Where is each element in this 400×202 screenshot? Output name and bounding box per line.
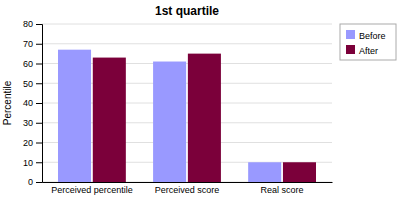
tick-mark — [36, 44, 42, 45]
legend: Before After — [340, 24, 396, 60]
bar — [58, 50, 91, 182]
grid — [42, 24, 332, 182]
tick-label: 20 — [23, 138, 33, 148]
grid-line — [42, 24, 332, 25]
legend-frame — [340, 24, 396, 60]
tick: Real score — [261, 185, 304, 195]
tick: 70 — [23, 39, 42, 49]
tick-mark — [36, 24, 42, 25]
tick-label: 10 — [23, 158, 33, 168]
bar — [283, 162, 316, 182]
tick: 40 — [23, 98, 42, 108]
chart: 01020304050607080Perceived percentilePer… — [0, 0, 400, 202]
legend-swatch — [346, 30, 355, 39]
legend-swatch — [346, 45, 355, 54]
tick-mark — [36, 103, 42, 104]
bar — [153, 62, 186, 182]
tick-label: 50 — [23, 79, 33, 89]
tick-label: Real score — [261, 185, 304, 195]
grid-line — [42, 43, 332, 44]
tick-label: 0 — [28, 177, 33, 187]
tick-mark — [36, 182, 42, 183]
bars — [58, 50, 316, 182]
y-axis: 0 10 20 30 40 50 60 70 80 — [23, 19, 43, 187]
x-axis: Perceived percentile Perceived score Real … — [43, 183, 333, 196]
tick-mark — [36, 123, 42, 124]
plot: 01020304050607080Perceived percentilePer… — [23, 19, 333, 195]
bar — [188, 54, 221, 182]
tick-mark — [36, 64, 42, 65]
tick-label: 80 — [23, 19, 33, 29]
legend-label: After — [359, 46, 378, 56]
tick-label: 60 — [23, 59, 33, 69]
tick-label: Perceived percentile — [51, 185, 133, 195]
legend-item: Before — [346, 30, 386, 41]
axis-line — [43, 182, 333, 183]
tick: 50 — [23, 79, 42, 89]
tick-label: 30 — [23, 118, 33, 128]
tick-label: Perceived score — [155, 185, 220, 195]
tick: 0 — [28, 177, 42, 187]
legend-item: After — [346, 45, 378, 56]
bar — [93, 58, 126, 182]
tick-mark — [36, 162, 42, 163]
y-axis-title: Percentile — [2, 80, 13, 125]
tick-label: 70 — [23, 39, 33, 49]
tick-mark — [36, 143, 42, 144]
title: 1st quartile — [155, 4, 219, 18]
tick: Perceived score — [155, 185, 220, 195]
tick: Perceived percentile — [51, 185, 133, 195]
bar — [248, 162, 281, 182]
tick-label: 40 — [23, 98, 33, 108]
legend-label: Before — [359, 31, 386, 41]
tick: 20 — [23, 138, 42, 148]
axis-line — [36, 25, 43, 183]
tick: 80 — [23, 19, 42, 29]
tick: 60 — [23, 59, 42, 69]
tick: 10 — [23, 158, 42, 168]
tick-mark — [36, 83, 42, 84]
tick: 30 — [23, 118, 42, 128]
